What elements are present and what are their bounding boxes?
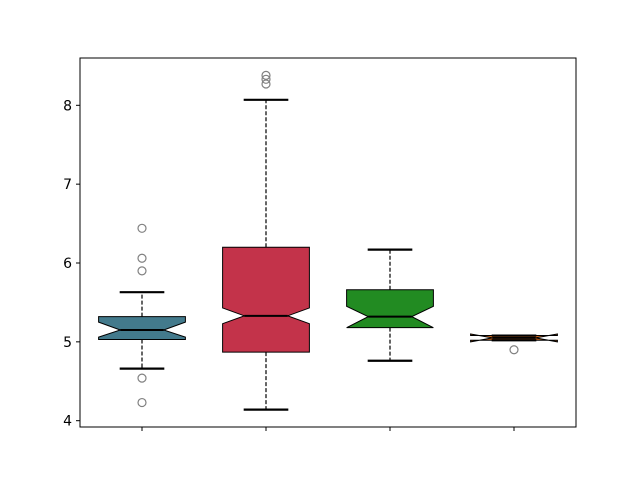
y-tick-label: 6 [63,256,72,272]
outlier-point [261,74,271,84]
box [222,246,310,353]
y-tick-label: 4 [63,414,72,430]
outlier-point [261,79,271,89]
outlier-point [509,345,519,355]
outlier-point [137,373,147,383]
y-tick-label: 5 [63,335,72,351]
outlier-point [137,397,147,408]
axes-frame [79,57,577,428]
y-tick-label: 7 [63,177,72,193]
box [98,316,186,340]
outlier-point [137,266,147,276]
y-tick-label: 8 [63,98,72,114]
outlier-point [137,223,147,233]
outlier-point [137,253,147,263]
box [346,289,434,329]
outlier-point [261,70,271,80]
